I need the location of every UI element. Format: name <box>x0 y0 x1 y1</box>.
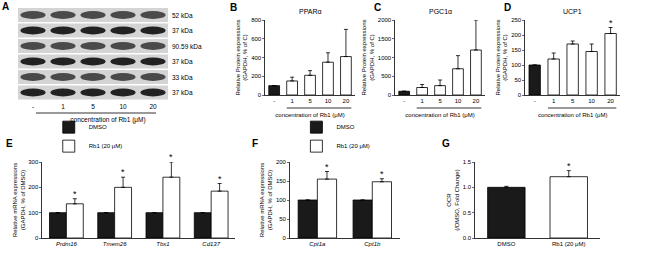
svg-text:B: B <box>230 2 237 13</box>
svg-text:1: 1 <box>290 98 294 104</box>
svg-text:C: C <box>374 2 381 13</box>
svg-text:DMSO: DMSO <box>497 241 515 247</box>
svg-text:20: 20 <box>149 103 157 110</box>
svg-text:37 kDa: 37 kDa <box>172 27 193 34</box>
svg-text:10: 10 <box>325 98 332 104</box>
svg-text:1000: 1000 <box>378 55 392 61</box>
svg-text:concentration of Rb1 (μM): concentration of Rb1 (μM) <box>275 112 345 118</box>
svg-text:50: 50 <box>515 77 522 83</box>
svg-text:*: * <box>169 152 173 162</box>
svg-text:Tmem26: Tmem26 <box>103 241 127 247</box>
svg-text:*: * <box>73 189 77 199</box>
svg-text:G: G <box>442 138 450 149</box>
svg-text:1.0: 1.0 <box>463 184 472 190</box>
svg-text:*: * <box>218 174 222 184</box>
svg-text:Relative Protein expressions(G: Relative Protein expressions(GAPDH, % of… <box>495 19 509 95</box>
svg-text:UCP1: UCP1 <box>563 8 582 15</box>
svg-text:1: 1 <box>420 98 424 104</box>
svg-text:DMSO: DMSO <box>336 124 354 130</box>
svg-text:800: 800 <box>251 17 262 23</box>
svg-text:100: 100 <box>276 197 287 203</box>
svg-text:concentration of Rb1 (μM): concentration of Rb1 (μM) <box>70 116 145 124</box>
svg-text:-: - <box>273 98 275 104</box>
svg-text:Relative mRNA expressions(GAPD: Relative mRNA expressions(GAPDH, % of DM… <box>12 163 26 237</box>
svg-text:52 kDa: 52 kDa <box>172 12 193 19</box>
svg-text:300: 300 <box>28 159 39 165</box>
svg-text:Cpt1b: Cpt1b <box>364 241 381 247</box>
svg-text:5: 5 <box>91 103 95 110</box>
svg-text:Prdm16: Prdm16 <box>56 241 78 247</box>
svg-text:0: 0 <box>388 92 392 98</box>
svg-text:10: 10 <box>588 98 595 104</box>
svg-text:1: 1 <box>61 103 65 110</box>
svg-text:PGC1α: PGC1α <box>429 8 452 15</box>
svg-text:20: 20 <box>607 98 614 104</box>
svg-text:concentration of Rb1 (μM): concentration of Rb1 (μM) <box>538 112 608 118</box>
svg-text:0: 0 <box>283 235 287 241</box>
svg-text:200: 200 <box>28 184 39 190</box>
svg-text:Relative Protein expressions(G: Relative Protein expressions(GAPDH, % of… <box>361 19 375 95</box>
svg-text:100: 100 <box>28 210 39 216</box>
svg-text:-: - <box>534 98 536 104</box>
svg-text:*: * <box>567 161 571 171</box>
svg-text:A: A <box>2 1 9 12</box>
svg-text:0.0: 0.0 <box>463 235 472 241</box>
svg-text:200: 200 <box>511 32 522 38</box>
svg-text:D: D <box>504 2 511 13</box>
svg-text:600: 600 <box>251 36 262 42</box>
svg-text:F: F <box>252 138 258 149</box>
svg-text:200: 200 <box>251 73 262 79</box>
svg-text:0: 0 <box>258 92 262 98</box>
svg-text:*: * <box>380 169 384 179</box>
svg-text:0: 0 <box>35 235 39 241</box>
svg-text:Relative Protein expressions(G: Relative Protein expressions(GAPDH, % of… <box>235 19 249 95</box>
svg-text:PPARα: PPARα <box>299 8 322 15</box>
svg-text:Relative mRNA expressions(GAPD: Relative mRNA expressions(GAPDH, % of DM… <box>259 163 273 237</box>
svg-text:90.59 kDa: 90.59 kDa <box>172 43 202 50</box>
svg-text:*: * <box>609 18 613 28</box>
svg-text:2000: 2000 <box>378 17 392 23</box>
svg-text:DMSO: DMSO <box>89 124 107 130</box>
svg-text:20: 20 <box>473 98 480 104</box>
svg-text:Cpt1a: Cpt1a <box>309 241 326 247</box>
svg-text:10: 10 <box>455 98 462 104</box>
svg-text:250: 250 <box>511 17 522 23</box>
svg-text:1: 1 <box>552 98 556 104</box>
svg-text:0.5: 0.5 <box>463 210 472 216</box>
svg-text:-: - <box>403 98 405 104</box>
svg-text:150: 150 <box>276 178 287 184</box>
svg-text:5: 5 <box>571 98 575 104</box>
svg-text:20: 20 <box>343 98 350 104</box>
svg-text:*: * <box>325 162 329 172</box>
svg-text:Rb1 (20 μM): Rb1 (20 μM) <box>89 143 122 149</box>
svg-text:concentration of Rb1 (μM): concentration of Rb1 (μM) <box>405 112 475 118</box>
svg-text:33 kDa: 33 kDa <box>172 74 193 81</box>
svg-text:-: - <box>32 103 34 110</box>
svg-text:Cd137: Cd137 <box>202 241 220 247</box>
svg-text:200: 200 <box>276 159 287 165</box>
svg-text:E: E <box>6 138 13 149</box>
svg-text:OCR(/DMSO, Fold Change): OCR(/DMSO, Fold Change) <box>446 169 460 230</box>
svg-text:5: 5 <box>308 98 312 104</box>
svg-text:Rb1 (20 μM): Rb1 (20 μM) <box>552 241 585 247</box>
svg-text:500: 500 <box>381 73 392 79</box>
svg-text:Rb1 (20 μM): Rb1 (20 μM) <box>336 143 369 149</box>
svg-text:1500: 1500 <box>378 36 392 42</box>
svg-text:50: 50 <box>279 216 286 222</box>
svg-text:5: 5 <box>438 98 442 104</box>
svg-text:10: 10 <box>119 103 127 110</box>
svg-text:Tbx1: Tbx1 <box>156 241 169 247</box>
svg-text:*: * <box>121 167 125 177</box>
svg-text:37 kDa: 37 kDa <box>172 89 193 96</box>
svg-text:400: 400 <box>251 55 262 61</box>
svg-text:1.5: 1.5 <box>463 159 472 165</box>
svg-text:37 kDa: 37 kDa <box>172 58 193 65</box>
svg-text:150: 150 <box>511 47 522 53</box>
svg-text:100: 100 <box>511 62 522 68</box>
svg-text:0: 0 <box>518 92 522 98</box>
